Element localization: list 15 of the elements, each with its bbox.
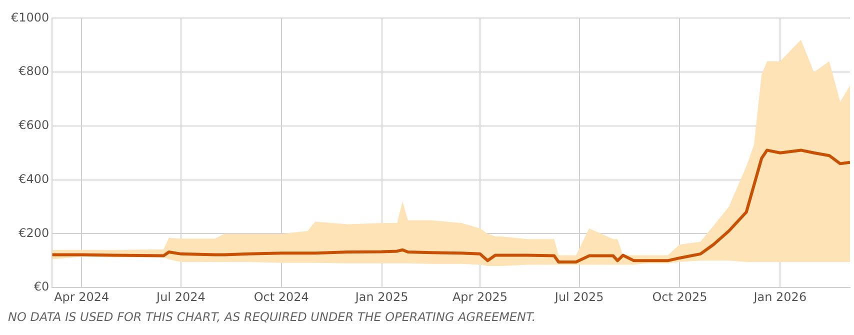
- y-tick-label: €1000: [10, 10, 50, 24]
- y-tick-label: €400: [18, 172, 50, 186]
- x-tick-label: Apr 2024: [54, 290, 110, 304]
- x-tick-label: Jul 2025: [554, 290, 604, 304]
- y-tick-label: €800: [18, 64, 50, 78]
- y-tick-label: €600: [18, 118, 50, 132]
- x-tick-label: Jan 2025: [354, 290, 408, 304]
- x-tick-label: Oct 2025: [652, 290, 708, 304]
- text: NO DATA IS USED FOR THIS CHART, AS REQUIRED UNDER THE OPERATING AGREEMENT.: [8, 310, 537, 324]
- x-tick-label: Jul 2024: [156, 290, 206, 304]
- x-tick-label: Apr 2025: [452, 290, 508, 304]
- y-tick-label: €200: [18, 226, 50, 240]
- y-tick-label: €0: [34, 280, 50, 294]
- x-tick-label: Oct 2024: [254, 290, 309, 304]
- x-tick-label: Jan 2026: [752, 290, 807, 304]
